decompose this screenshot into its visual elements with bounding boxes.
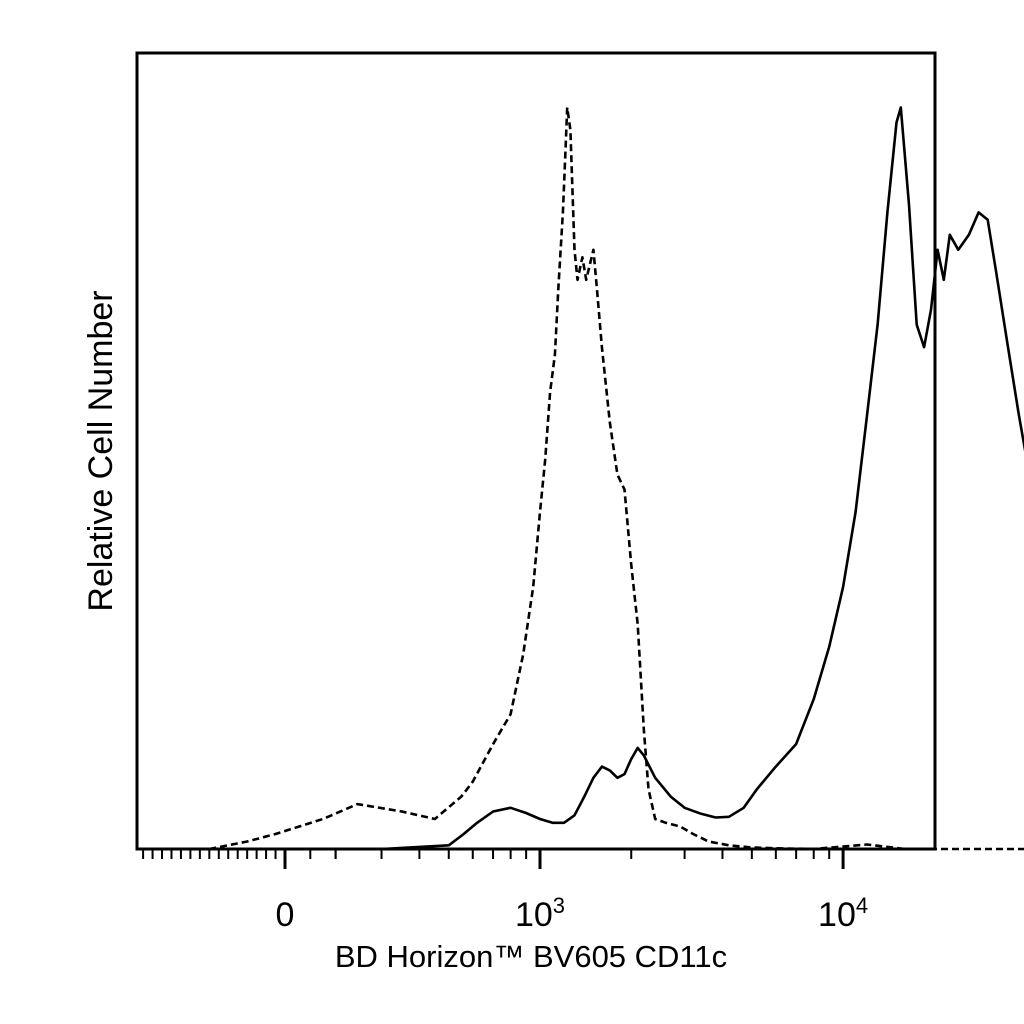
- x-tick-label: 104: [818, 893, 868, 934]
- plot-frame: [135, 51, 937, 851]
- y-axis-label: Relative Cell Number: [82, 290, 120, 611]
- major-tick-group: [283, 849, 845, 869]
- x-tick-label-group: 0103104105: [276, 893, 869, 934]
- minor-tick-group: [142, 849, 831, 859]
- series-layer: [143, 106, 1024, 851]
- x-axis-label: BD Horizon™ BV605 CD11c: [335, 939, 727, 974]
- solid-histogram-line: [143, 106, 1024, 851]
- dashed-histogram-line: [209, 106, 1024, 851]
- x-tick-label: 103: [515, 893, 565, 934]
- x-tick-label: 0: [276, 896, 295, 934]
